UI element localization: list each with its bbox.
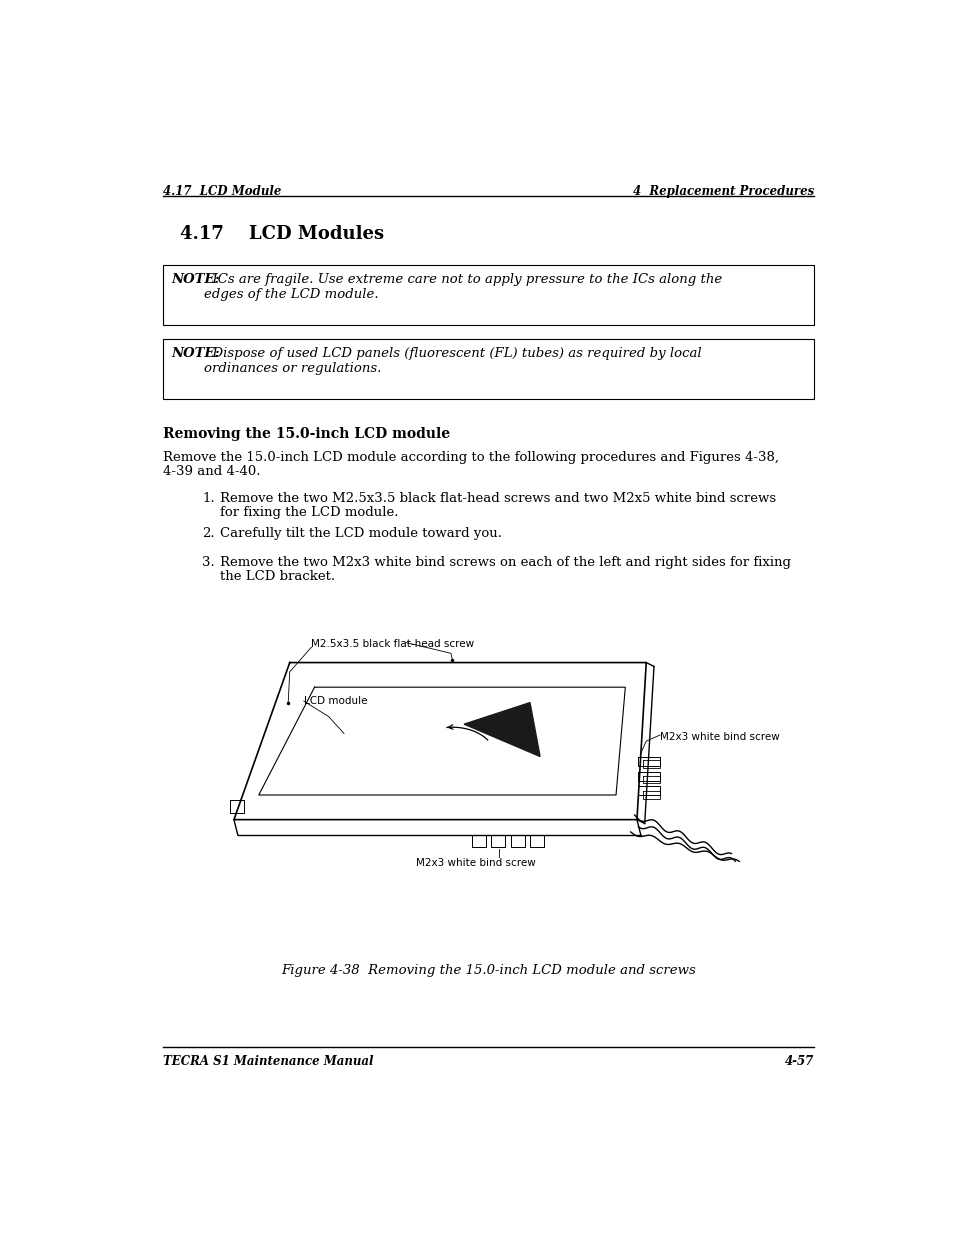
Text: M2.5x3.5 black flat-head screw: M2.5x3.5 black flat-head screw: [311, 640, 474, 650]
Text: 4-39 and 4-40.: 4-39 and 4-40.: [163, 464, 261, 478]
Text: 1.: 1.: [202, 493, 214, 505]
Polygon shape: [464, 703, 539, 757]
Text: for fixing the LCD module.: for fixing the LCD module.: [220, 506, 398, 519]
Text: Carefully tilt the LCD module toward you.: Carefully tilt the LCD module toward you…: [220, 527, 501, 540]
Text: 4  Replacement Procedures: 4 Replacement Procedures: [633, 185, 814, 198]
Text: TECRA S1 Maintenance Manual: TECRA S1 Maintenance Manual: [163, 1055, 374, 1068]
Text: M2x3 white bind screw: M2x3 white bind screw: [659, 732, 780, 742]
Text: Remove the two M2.5x3.5 black flat-head screws and two M2x5 white bind screws: Remove the two M2.5x3.5 black flat-head …: [220, 493, 776, 505]
Text: Removing the 15.0-inch LCD module: Removing the 15.0-inch LCD module: [163, 427, 450, 441]
Text: 3.: 3.: [202, 556, 214, 569]
Text: LCD module: LCD module: [303, 697, 367, 706]
Text: Figure 4-38  Removing the 15.0-inch LCD module and screws: Figure 4-38 Removing the 15.0-inch LCD m…: [281, 965, 696, 977]
Text: 2.: 2.: [202, 527, 214, 540]
Text: Dispose of used LCD panels (fluorescent (FL) tubes) as required by local
ordinan: Dispose of used LCD panels (fluorescent …: [204, 347, 700, 375]
Text: M2x3 white bind screw: M2x3 white bind screw: [416, 858, 535, 868]
Text: NOTE:: NOTE:: [171, 347, 219, 359]
Text: ICs are fragile. Use extreme care not to apply pressure to the ICs along the
edg: ICs are fragile. Use extreme care not to…: [204, 273, 721, 301]
Text: 4.17  LCD Module: 4.17 LCD Module: [163, 185, 281, 198]
FancyBboxPatch shape: [163, 266, 814, 325]
FancyBboxPatch shape: [163, 340, 814, 399]
Text: Remove the 15.0-inch LCD module according to the following procedures and Figure: Remove the 15.0-inch LCD module accordin…: [163, 451, 779, 464]
Text: NOTE:: NOTE:: [171, 273, 219, 287]
Text: 4.17    LCD Modules: 4.17 LCD Modules: [179, 225, 383, 243]
Text: the LCD bracket.: the LCD bracket.: [220, 571, 335, 583]
Text: Remove the two M2x3 white bind screws on each of the left and right sides for fi: Remove the two M2x3 white bind screws on…: [220, 556, 790, 569]
Text: 4-57: 4-57: [784, 1055, 814, 1068]
